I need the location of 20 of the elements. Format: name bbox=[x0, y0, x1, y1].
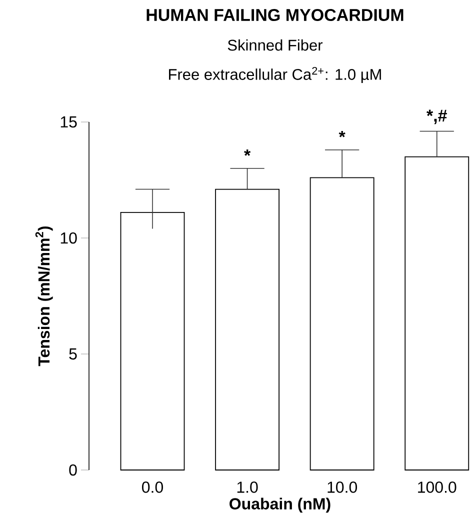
bar bbox=[310, 177, 374, 470]
y-tick-label: 10 bbox=[60, 232, 77, 244]
x-axis-title: Ouabain (nM) bbox=[230, 498, 330, 513]
x-tick-label: 1.0 bbox=[237, 482, 258, 493]
x-tick-label: 10.0 bbox=[328, 482, 358, 493]
y-axis-title: Tension (mN/mm$^{2}$) bbox=[35, 226, 53, 366]
x-tick-label: 100.0 bbox=[418, 482, 456, 493]
annotation: * bbox=[338, 130, 346, 138]
annotation: *,# bbox=[426, 110, 447, 124]
annotation: * bbox=[244, 150, 251, 156]
y-tick-label: 15 bbox=[60, 116, 77, 128]
y-tick-label: 0 bbox=[69, 464, 77, 476]
x-tick-label: 0.0 bbox=[142, 482, 163, 493]
chart-subtitle: Skinned Fiber bbox=[228, 39, 323, 51]
text: Free extracellular Ca$^{2+}$: 1.0 µM bbox=[169, 66, 381, 84]
bar bbox=[120, 212, 185, 470]
bar bbox=[404, 156, 470, 470]
bar bbox=[215, 188, 280, 470]
chart-title: HUMAN FAILING MYOCARDIUM bbox=[146, 8, 404, 22]
y-tick-label: 5 bbox=[69, 348, 77, 360]
